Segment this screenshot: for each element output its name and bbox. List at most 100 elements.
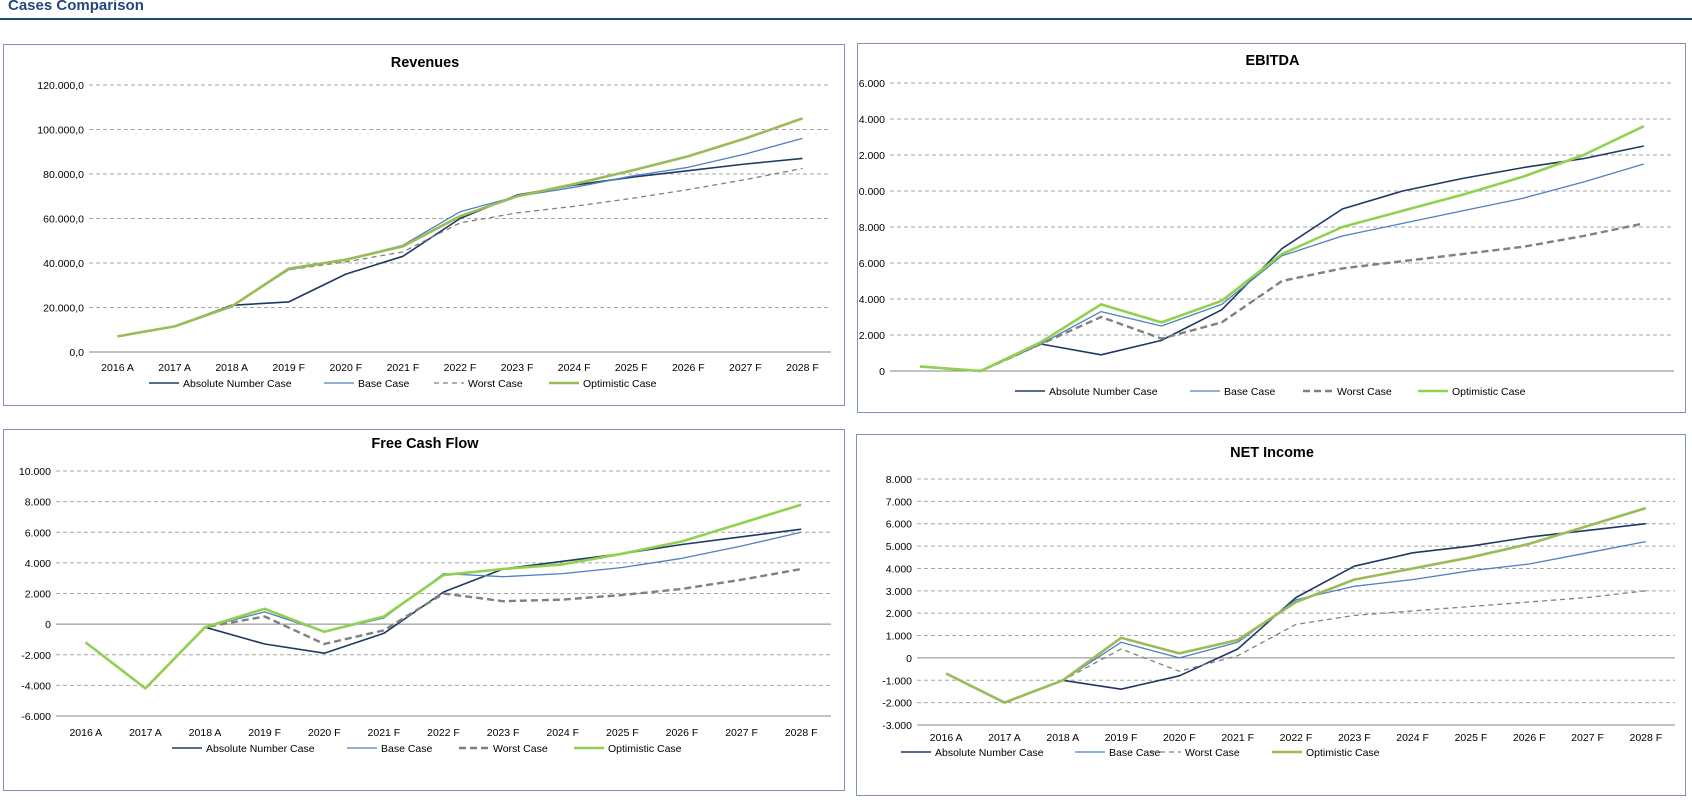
netincome-x-tick-label: 2025 F xyxy=(1455,732,1488,744)
ebitda-legend-label: Optimistic Case xyxy=(1452,386,1526,398)
netincome-y-tick-label: 3.000 xyxy=(886,586,912,598)
fcf-y-tick-label: -2.000 xyxy=(21,650,51,662)
revenues-x-tick-label: 2027 F xyxy=(729,362,762,374)
netincome-y-tick-label: -3.000 xyxy=(882,720,912,732)
netincome-legend-label: Base Case xyxy=(1109,747,1161,759)
chart-panel-ebitda: EBITDA 0 2.000 4.000 6.000 8.000 10.000 12.000 1… xyxy=(857,43,1686,413)
netincome-y-tick-label: 2.000 xyxy=(886,608,912,620)
chart-panel-net-income: NET Income -3.000 -2.000 -1.000 0 1.000 2.000 3… xyxy=(856,434,1686,796)
revenues-x-tick-label: 2023 F xyxy=(501,362,534,374)
revenues-x-tick-label: 2021 F xyxy=(387,362,420,374)
revenues-x-tick-label: 2020 F xyxy=(329,362,362,374)
revenues-series-line-1 xyxy=(117,137,803,338)
page-title: Cases Comparison xyxy=(8,0,144,14)
revenues-y-tick-label: 20.000,0 xyxy=(43,303,84,315)
fcf-legend-label: Absolute Number Case xyxy=(206,743,315,755)
netincome-series-line-1 xyxy=(945,540,1646,704)
ebitda-y-tick-label: 6.000 xyxy=(859,258,885,270)
fcf-x-tick-label: 2023 F xyxy=(487,727,520,739)
revenues-y-tick-label: 40.000,0 xyxy=(43,258,84,270)
netincome-y-tick-label: 7.000 xyxy=(886,496,912,508)
fcf-y-tick-label: 0 xyxy=(45,619,51,631)
fcf-series-line-1 xyxy=(85,531,802,690)
revenues-x-tick-label: 2022 F xyxy=(444,362,477,374)
netincome-y-tick-label: 0 xyxy=(906,653,912,665)
fcf-x-tick-label: 2027 F xyxy=(725,727,758,739)
ebitda-y-tick-label: 14.000 xyxy=(858,114,885,126)
revenues-legend-label: Absolute Number Case xyxy=(183,378,292,390)
netincome-chart-svg: NET Income -3.000 -2.000 -1.000 0 1.000 2.000 3… xyxy=(882,445,1675,759)
revenues-x-tick-label: 2017 A xyxy=(158,362,191,374)
ebitda-chart-title: EBITDA xyxy=(1246,53,1301,69)
ebitda-chart-svg: EBITDA 0 2.000 4.000 6.000 8.000 10.000 12.000 1… xyxy=(858,53,1674,398)
netincome-legend-label: Worst Case xyxy=(1185,747,1240,759)
netincome-y-tick-label: -2.000 xyxy=(882,698,912,710)
netincome-x-tick-label: 2023 F xyxy=(1338,732,1371,744)
netincome-y-tick-label: 4.000 xyxy=(886,563,912,575)
chart-panel-fcf: Free Cash Flow -6.000 -4.000 -2.000 0 2.000 4.… xyxy=(3,429,845,791)
fcf-x-tick-label: 2021 F xyxy=(368,727,401,739)
ebitda-y-tick-label: 2.000 xyxy=(859,330,885,342)
netincome-y-tick-label: 1.000 xyxy=(886,631,912,643)
fcf-x-tick-label: 2025 F xyxy=(606,727,639,739)
fcf-series-line-3 xyxy=(85,503,802,690)
revenues-series-line-3 xyxy=(117,117,803,338)
revenues-legend-label: Base Case xyxy=(358,378,410,390)
chart-panel-revenues: Revenues 0,0 20.000,0 40.000,0 60.000,0 80.00… xyxy=(3,44,845,406)
netincome-y-tick-label: 8.000 xyxy=(886,474,912,486)
netincome-x-tick-label: 2016 A xyxy=(930,732,963,744)
fcf-legend-label: Optimistic Case xyxy=(608,743,682,755)
fcf-y-tick-label: 4.000 xyxy=(25,558,51,570)
ebitda-series-line-0 xyxy=(920,145,1644,372)
netincome-x-tick-label: 2027 F xyxy=(1571,732,1604,744)
netincome-x-tick-label: 2020 F xyxy=(1163,732,1196,744)
fcf-x-tick-label: 2019 F xyxy=(248,727,281,739)
fcf-y-tick-label: -6.000 xyxy=(21,711,51,723)
fcf-x-tick-label: 2028 F xyxy=(785,727,818,739)
revenues-chart-svg: Revenues 0,0 20.000,0 40.000,0 60.000,0 80.00… xyxy=(37,55,831,390)
revenues-y-tick-label: 0,0 xyxy=(69,347,84,359)
fcf-chart-title: Free Cash Flow xyxy=(371,436,479,452)
revenues-x-tick-label: 2025 F xyxy=(615,362,648,374)
ebitda-y-tick-label: 0 xyxy=(879,366,885,378)
ebitda-y-tick-label: 16.000 xyxy=(858,78,885,90)
fcf-legend-label: Worst Case xyxy=(493,743,548,755)
fcf-series-line-2 xyxy=(85,567,802,690)
ebitda-series-line-3 xyxy=(920,125,1645,373)
fcf-chart-svg: Free Cash Flow -6.000 -4.000 -2.000 0 2.000 4.… xyxy=(19,436,831,755)
ebitda-y-tick-label: 4.000 xyxy=(859,294,885,306)
fcf-y-tick-label: 2.000 xyxy=(25,589,51,601)
ebitda-legend-label: Worst Case xyxy=(1337,386,1392,398)
revenues-chart-title: Revenues xyxy=(391,55,460,71)
revenues-legend-label: Worst Case xyxy=(468,378,523,390)
netincome-series-line-3 xyxy=(945,506,1647,704)
netincome-legend-label: Absolute Number Case xyxy=(935,747,1044,759)
revenues-y-tick-label: 60.000,0 xyxy=(43,214,84,226)
fcf-x-tick-label: 2026 F xyxy=(666,727,699,739)
ebitda-y-tick-label: 8.000 xyxy=(859,222,885,234)
netincome-y-tick-label: 6.000 xyxy=(886,519,912,531)
netincome-chart-title: NET Income xyxy=(1230,445,1314,461)
netincome-y-tick-label: 5.000 xyxy=(886,541,912,553)
fcf-x-tick-label: 2016 A xyxy=(69,727,102,739)
revenues-x-tick-label: 2026 F xyxy=(672,362,705,374)
netincome-x-tick-label: 2022 F xyxy=(1280,732,1313,744)
ebitda-series-line-1 xyxy=(920,163,1644,372)
netincome-x-tick-label: 2024 F xyxy=(1396,732,1429,744)
netincome-x-tick-label: 2028 F xyxy=(1629,732,1662,744)
revenues-x-tick-label: 2016 A xyxy=(101,362,134,374)
netincome-x-tick-label: 2018 A xyxy=(1046,732,1079,744)
netincome-x-tick-label: 2026 F xyxy=(1513,732,1546,744)
netincome-legend-label: Optimistic Case xyxy=(1306,747,1380,759)
fcf-x-tick-label: 2024 F xyxy=(546,727,579,739)
ebitda-legend-label: Absolute Number Case xyxy=(1049,386,1158,398)
fcf-x-tick-label: 2017 A xyxy=(129,727,162,739)
revenues-x-tick-label: 2028 F xyxy=(786,362,819,374)
ebitda-series-line-2 xyxy=(920,222,1645,373)
netincome-x-tick-label: 2019 F xyxy=(1105,732,1138,744)
revenues-x-tick-label: 2024 F xyxy=(558,362,591,374)
revenues-y-tick-label: 120.000,0 xyxy=(37,80,84,92)
fcf-x-tick-label: 2018 A xyxy=(189,727,222,739)
revenues-y-tick-label: 80.000,0 xyxy=(43,169,84,181)
fcf-y-tick-label: 8.000 xyxy=(25,497,51,509)
